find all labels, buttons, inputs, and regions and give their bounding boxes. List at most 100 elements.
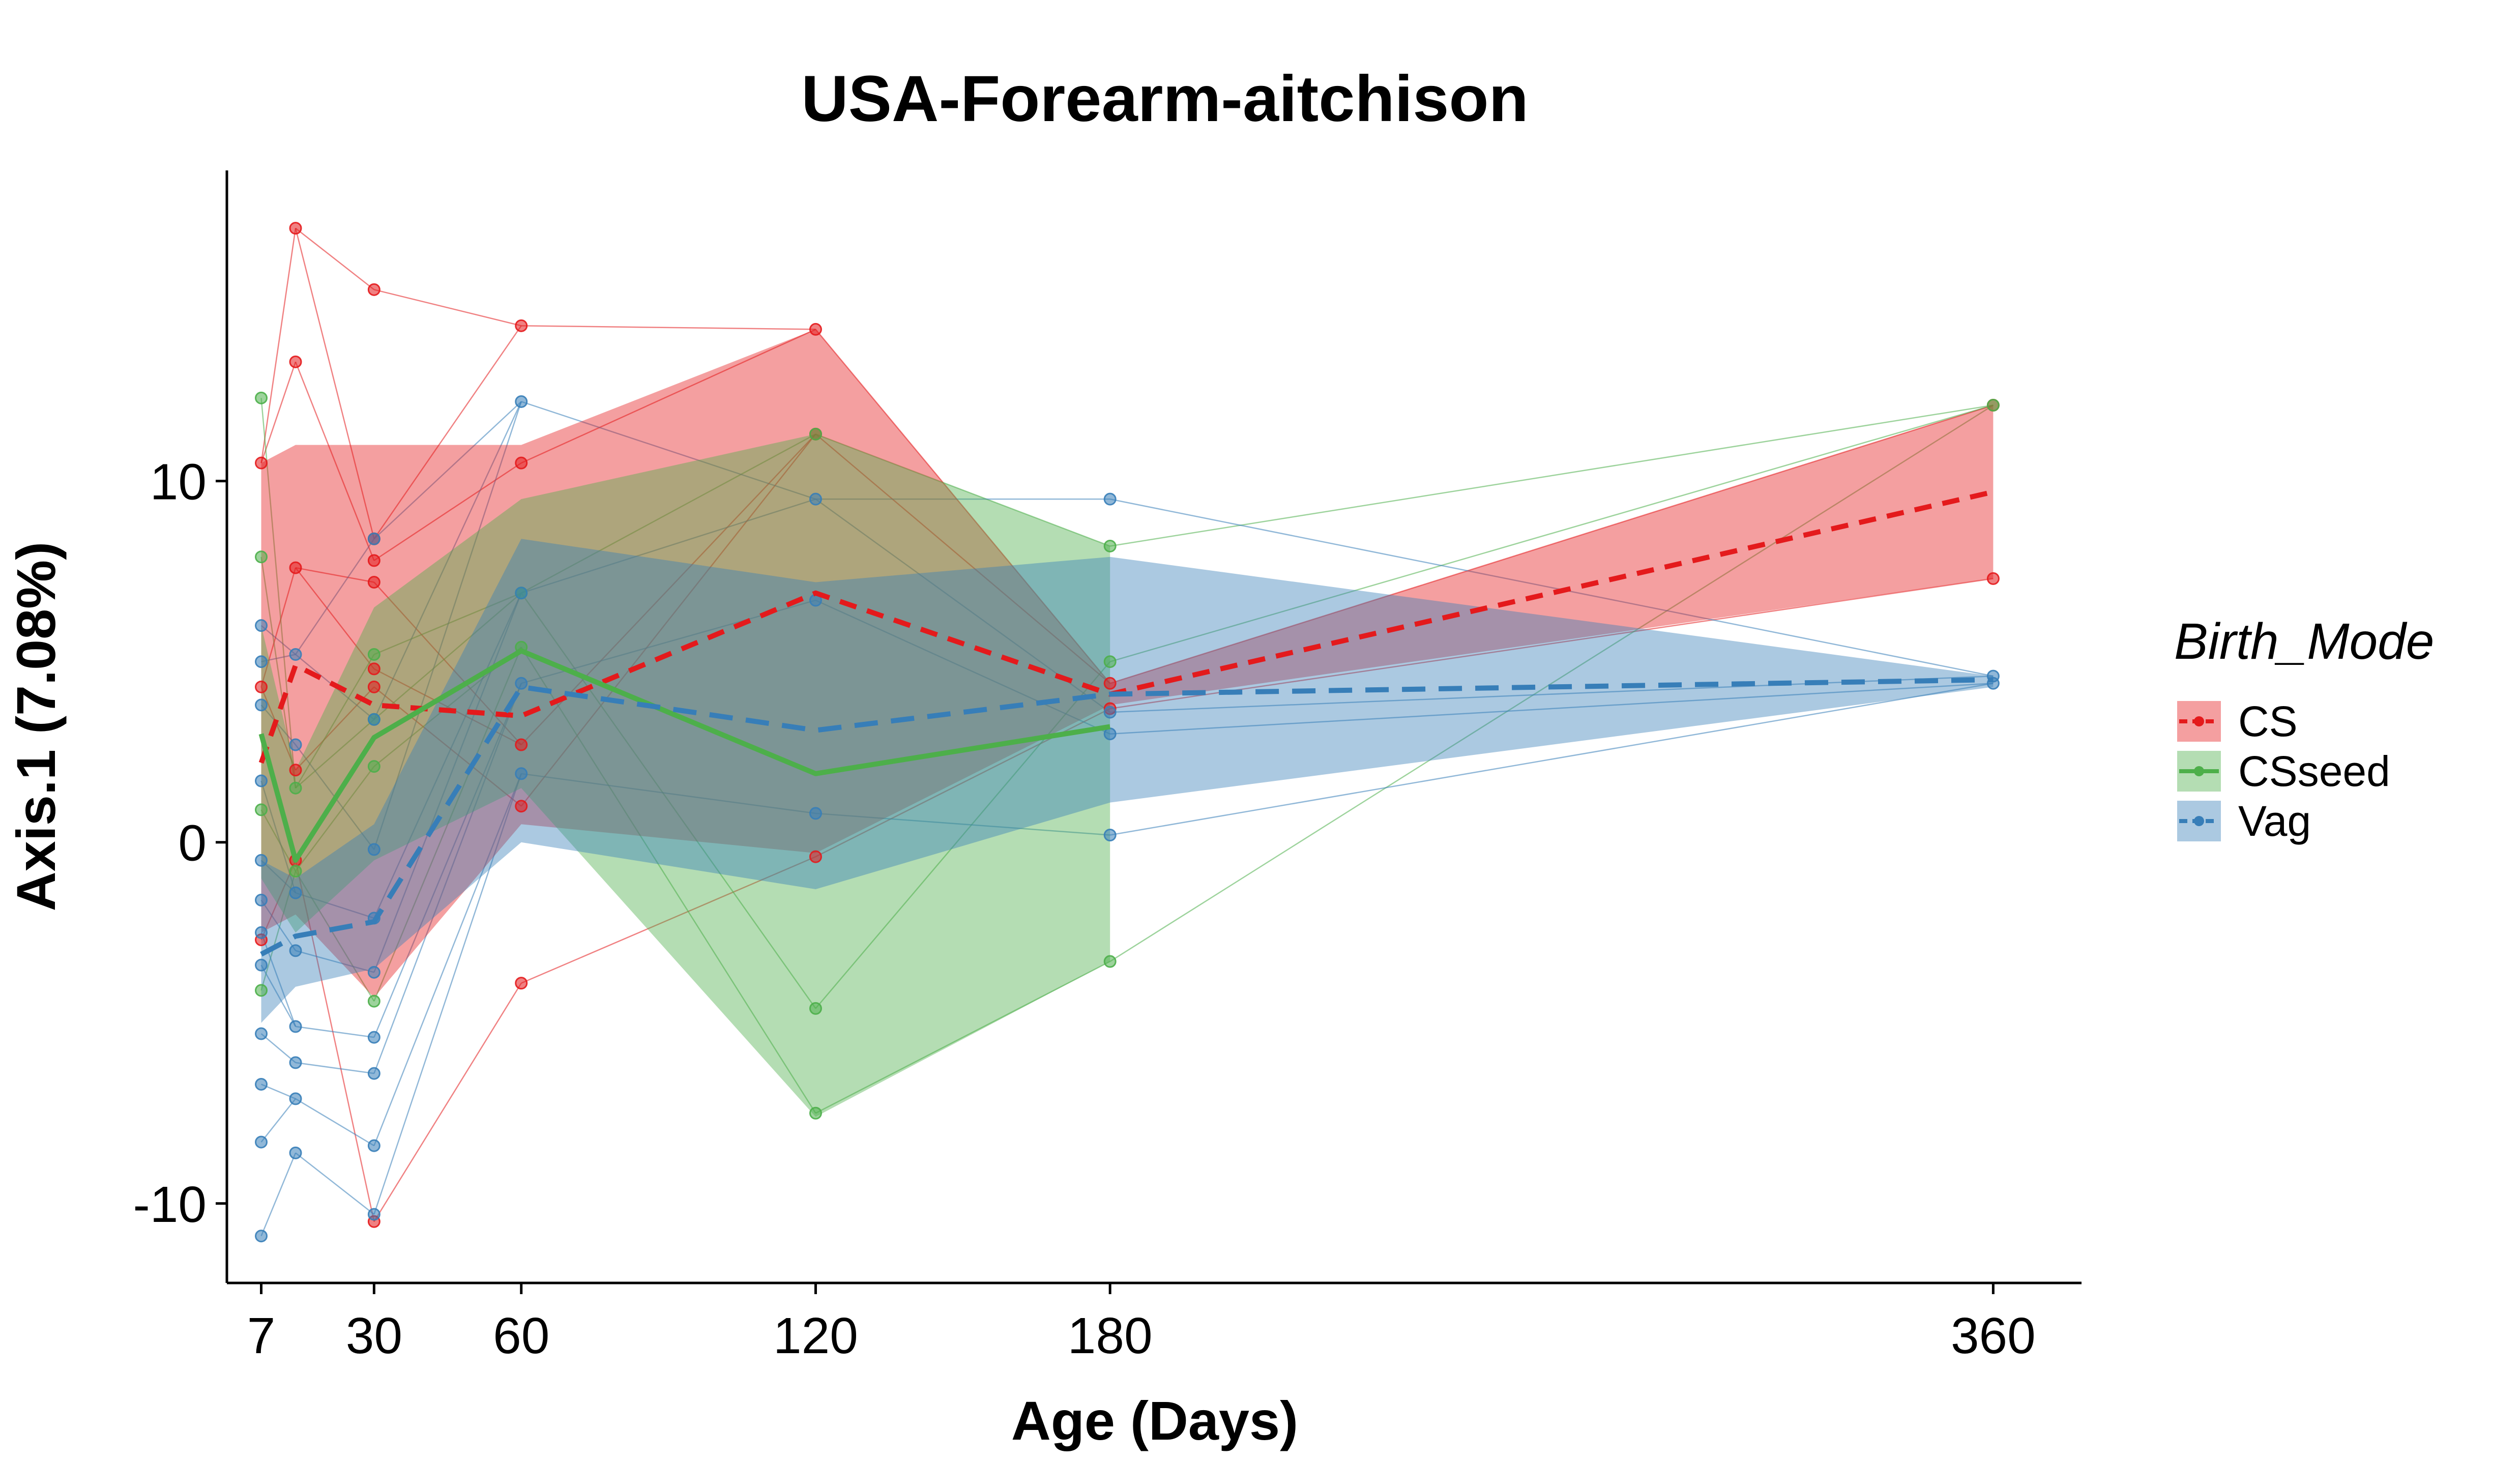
data-point xyxy=(1103,829,1117,842)
x-axis-title: Age (Days) xyxy=(1011,1390,1298,1451)
data-point xyxy=(289,1092,302,1105)
trajectory-segment xyxy=(295,1152,375,1215)
data-point xyxy=(255,680,268,693)
trajectory-segment xyxy=(260,1098,297,1143)
trajectory-segment xyxy=(373,401,522,720)
data-point xyxy=(289,944,302,957)
data-point xyxy=(367,1139,380,1152)
trajectory-segment xyxy=(260,780,297,893)
trajectory-segment xyxy=(295,950,374,973)
x-ticks: 7 30 60 120 180 360 xyxy=(247,1283,2036,1364)
data-point xyxy=(515,767,528,780)
data-point xyxy=(255,655,268,668)
trajectory-segment xyxy=(815,812,1110,836)
trajectory-segment xyxy=(815,433,1110,547)
trajectory-segment xyxy=(1110,683,1994,735)
data-point xyxy=(1103,492,1117,506)
data-point xyxy=(515,738,528,751)
trajectory-segment xyxy=(373,773,522,1215)
trajectory-segment xyxy=(373,683,522,1074)
trajectory-segment xyxy=(295,860,375,1222)
trajectory-segment xyxy=(295,538,375,655)
trajectory-segment xyxy=(295,766,375,872)
x-tick-label: 30 xyxy=(346,1307,402,1364)
trajectory-segment xyxy=(260,361,297,463)
data-point xyxy=(809,427,822,441)
data-point xyxy=(809,323,822,336)
data-point xyxy=(515,677,528,690)
data-point xyxy=(367,995,380,1008)
trajectory-segment xyxy=(1109,404,1994,962)
trajectory-segment xyxy=(260,228,297,463)
trajectory-segment xyxy=(295,228,375,539)
data-point xyxy=(255,1027,268,1040)
data-point xyxy=(367,554,380,567)
data-point xyxy=(367,680,380,693)
data-point xyxy=(367,760,380,773)
x-tick-label: 360 xyxy=(1951,1307,2036,1364)
y-tick-label: 0 xyxy=(178,815,207,872)
ribbon-vag xyxy=(261,539,1994,1023)
trajectory-segment xyxy=(521,433,816,594)
data-point xyxy=(1103,706,1117,719)
data-point xyxy=(809,492,822,506)
legend-label: CS xyxy=(2238,697,2298,745)
trajectory-segment xyxy=(815,661,1111,1009)
trajectory-segment xyxy=(295,892,374,919)
data-point xyxy=(367,1067,380,1080)
trajectory-segment xyxy=(1110,578,1994,710)
data-point xyxy=(289,865,302,878)
x-tick-label: 60 xyxy=(493,1307,549,1364)
x-tick-label: 120 xyxy=(773,1307,858,1364)
trajectory-segment xyxy=(373,401,522,540)
data-point xyxy=(1103,677,1117,690)
data-point xyxy=(809,807,822,820)
trajectory-segment xyxy=(374,289,522,327)
data-point xyxy=(367,283,380,296)
trajectory-segment xyxy=(295,567,375,669)
trajectory-segment xyxy=(521,325,816,330)
legend-title: Birth_Mode xyxy=(2174,613,2434,670)
data-point xyxy=(255,550,268,564)
data-point xyxy=(289,1146,302,1159)
trajectory-segment xyxy=(373,593,522,973)
trajectory-segment xyxy=(260,860,296,894)
data-point xyxy=(255,391,268,404)
data-point xyxy=(515,395,528,408)
data-point xyxy=(1103,655,1117,668)
trajectory-segment xyxy=(373,325,522,539)
trajectory-segment xyxy=(373,593,522,919)
data-point xyxy=(255,774,268,787)
data-point xyxy=(255,926,268,939)
trajectory-segment xyxy=(373,581,522,745)
trajectory-segment xyxy=(295,870,375,1002)
data-point xyxy=(367,1208,380,1221)
trajectory-segment xyxy=(1109,404,1994,547)
trajectory-segment xyxy=(295,719,375,789)
data-point xyxy=(289,764,302,777)
trajectory-segment xyxy=(1109,404,1994,684)
trajectory-segment xyxy=(260,1033,296,1063)
trajectory-segment xyxy=(373,462,522,561)
data-point xyxy=(255,854,268,867)
data-point xyxy=(255,803,268,816)
data-point xyxy=(289,222,302,235)
trajectories-cs xyxy=(260,227,1994,1222)
legend-item-vag: Vag xyxy=(2177,797,2311,845)
data-point xyxy=(367,843,380,856)
data-point xyxy=(367,648,380,661)
trajectory-segment xyxy=(295,1062,374,1074)
trajectory-segment xyxy=(373,683,522,1038)
y-tick-label: -10 xyxy=(133,1176,207,1233)
legend-item-csseed: CSseed xyxy=(2177,747,2390,795)
data-point xyxy=(289,886,302,899)
data-point xyxy=(1986,399,2000,412)
points-vag xyxy=(255,395,2000,1243)
data-point xyxy=(515,319,528,332)
data-point xyxy=(367,532,380,545)
data-point xyxy=(515,587,528,600)
x-tick-label: 7 xyxy=(247,1307,276,1364)
data-point xyxy=(289,1020,302,1033)
trajectory-segment xyxy=(373,982,522,1222)
